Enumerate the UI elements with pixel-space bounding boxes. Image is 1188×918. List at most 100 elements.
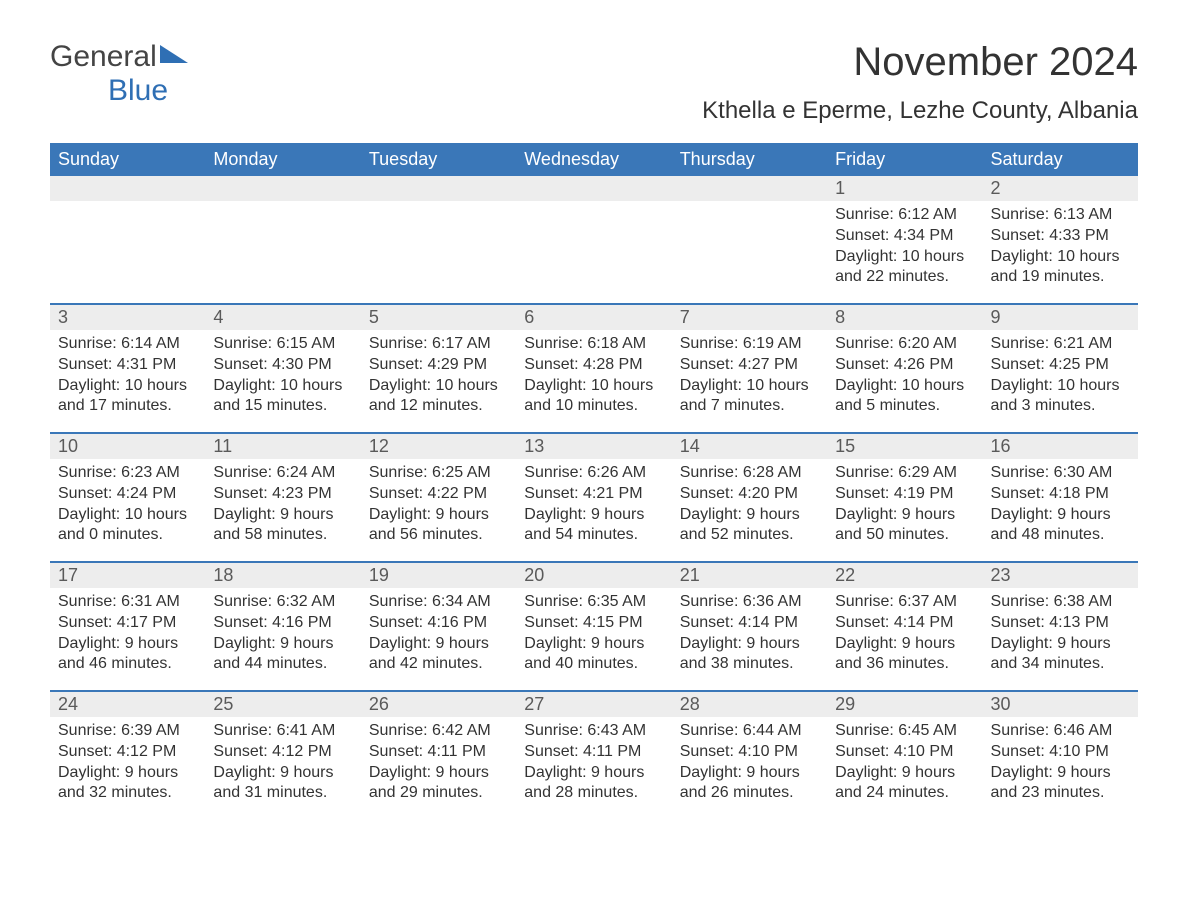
sunset-text: Sunset: 4:16 PM xyxy=(213,613,352,634)
day-details: Sunrise: 6:25 AMSunset: 4:22 PMDaylight:… xyxy=(361,459,516,556)
weekday-header: Tuesday xyxy=(361,143,516,176)
day-cell xyxy=(361,176,516,304)
day-details: Sunrise: 6:32 AMSunset: 4:16 PMDaylight:… xyxy=(205,588,360,685)
day-cell: 11Sunrise: 6:24 AMSunset: 4:23 PMDayligh… xyxy=(205,434,360,562)
day-cell: 17Sunrise: 6:31 AMSunset: 4:17 PMDayligh… xyxy=(50,563,205,691)
sunset-text: Sunset: 4:27 PM xyxy=(680,355,819,376)
daylight-text: Daylight: 9 hours and 29 minutes. xyxy=(369,763,508,805)
day-number: 3 xyxy=(50,305,205,330)
sunset-text: Sunset: 4:21 PM xyxy=(524,484,663,505)
day-number: 26 xyxy=(361,692,516,717)
day-number: 20 xyxy=(516,563,671,588)
day-cell: 27Sunrise: 6:43 AMSunset: 4:11 PMDayligh… xyxy=(516,692,671,820)
day-cell xyxy=(205,176,360,304)
day-number: 6 xyxy=(516,305,671,330)
sunrise-text: Sunrise: 6:20 AM xyxy=(835,334,974,355)
sunrise-text: Sunrise: 6:36 AM xyxy=(680,592,819,613)
day-number: 8 xyxy=(827,305,982,330)
day-cell: 12Sunrise: 6:25 AMSunset: 4:22 PMDayligh… xyxy=(361,434,516,562)
location-subtitle: Kthella e Eperme, Lezhe County, Albania xyxy=(702,97,1138,125)
sunrise-text: Sunrise: 6:44 AM xyxy=(680,721,819,742)
day-number xyxy=(205,176,360,201)
daylight-text: Daylight: 9 hours and 26 minutes. xyxy=(680,763,819,805)
daylight-text: Daylight: 9 hours and 46 minutes. xyxy=(58,634,197,676)
daylight-text: Daylight: 9 hours and 52 minutes. xyxy=(680,505,819,547)
sunset-text: Sunset: 4:31 PM xyxy=(58,355,197,376)
sunrise-text: Sunrise: 6:38 AM xyxy=(991,592,1130,613)
sunset-text: Sunset: 4:16 PM xyxy=(369,613,508,634)
daylight-text: Daylight: 10 hours and 22 minutes. xyxy=(835,247,974,289)
daylight-text: Daylight: 9 hours and 36 minutes. xyxy=(835,634,974,676)
week-row: 1Sunrise: 6:12 AMSunset: 4:34 PMDaylight… xyxy=(50,176,1138,304)
day-number xyxy=(516,176,671,201)
day-details: Sunrise: 6:19 AMSunset: 4:27 PMDaylight:… xyxy=(672,330,827,427)
sunrise-text: Sunrise: 6:45 AM xyxy=(835,721,974,742)
sunset-text: Sunset: 4:13 PM xyxy=(991,613,1130,634)
sunrise-text: Sunrise: 6:34 AM xyxy=(369,592,508,613)
day-number: 25 xyxy=(205,692,360,717)
sunrise-text: Sunrise: 6:42 AM xyxy=(369,721,508,742)
sunrise-text: Sunrise: 6:41 AM xyxy=(213,721,352,742)
sunrise-text: Sunrise: 6:17 AM xyxy=(369,334,508,355)
sunset-text: Sunset: 4:23 PM xyxy=(213,484,352,505)
day-cell: 8 Sunrise: 6:20 AMSunset: 4:26 PMDaylight… xyxy=(827,305,982,433)
day-number: 19 xyxy=(361,563,516,588)
day-details: Sunrise: 6:24 AMSunset: 4:23 PMDaylight:… xyxy=(205,459,360,556)
sunset-text: Sunset: 4:17 PM xyxy=(58,613,197,634)
day-cell: 28Sunrise: 6:44 AMSunset: 4:10 PMDayligh… xyxy=(672,692,827,820)
sunset-text: Sunset: 4:14 PM xyxy=(835,613,974,634)
day-number: 1 xyxy=(827,176,982,201)
title-block: November 2024 Kthella e Eperme, Lezhe Co… xyxy=(702,40,1138,135)
daylight-text: Daylight: 9 hours and 50 minutes. xyxy=(835,505,974,547)
day-number: 10 xyxy=(50,434,205,459)
day-details: Sunrise: 6:37 AMSunset: 4:14 PMDaylight:… xyxy=(827,588,982,685)
day-number: 16 xyxy=(983,434,1138,459)
sunrise-text: Sunrise: 6:25 AM xyxy=(369,463,508,484)
day-details: Sunrise: 6:15 AMSunset: 4:30 PMDaylight:… xyxy=(205,330,360,427)
day-number: 22 xyxy=(827,563,982,588)
sunset-text: Sunset: 4:12 PM xyxy=(58,742,197,763)
sunrise-text: Sunrise: 6:30 AM xyxy=(991,463,1130,484)
day-cell: 15 Sunrise: 6:29 AMSunset: 4:19 PMDayligh… xyxy=(827,434,982,562)
sunset-text: Sunset: 4:26 PM xyxy=(835,355,974,376)
brand-part1: General xyxy=(50,40,157,73)
daylight-text: Daylight: 10 hours and 3 minutes. xyxy=(991,376,1130,418)
day-cell: 3Sunrise: 6:14 AMSunset: 4:31 PMDaylight… xyxy=(50,305,205,433)
day-details: Sunrise: 6:46 AMSunset: 4:10 PMDaylight:… xyxy=(983,717,1138,814)
daylight-text: Daylight: 9 hours and 24 minutes. xyxy=(835,763,974,805)
day-cell: 6Sunrise: 6:18 AMSunset: 4:28 PMDaylight… xyxy=(516,305,671,433)
day-cell: 4Sunrise: 6:15 AMSunset: 4:30 PMDaylight… xyxy=(205,305,360,433)
sunset-text: Sunset: 4:12 PM xyxy=(213,742,352,763)
day-cell xyxy=(516,176,671,304)
daylight-text: Daylight: 9 hours and 58 minutes. xyxy=(213,505,352,547)
sunrise-text: Sunrise: 6:29 AM xyxy=(835,463,974,484)
day-cell: 14Sunrise: 6:28 AMSunset: 4:20 PMDayligh… xyxy=(672,434,827,562)
day-cell: 22Sunrise: 6:37 AMSunset: 4:14 PMDayligh… xyxy=(827,563,982,691)
sunset-text: Sunset: 4:11 PM xyxy=(369,742,508,763)
week-row: 10Sunrise: 6:23 AMSunset: 4:24 PMDayligh… xyxy=(50,434,1138,562)
sunset-text: Sunset: 4:18 PM xyxy=(991,484,1130,505)
day-number xyxy=(361,176,516,201)
day-details: Sunrise: 6:23 AMSunset: 4:24 PMDaylight:… xyxy=(50,459,205,556)
day-number: 24 xyxy=(50,692,205,717)
day-details: Sunrise: 6:30 AMSunset: 4:18 PMDaylight:… xyxy=(983,459,1138,556)
daylight-text: Daylight: 9 hours and 34 minutes. xyxy=(991,634,1130,676)
daylight-text: Daylight: 10 hours and 5 minutes. xyxy=(835,376,974,418)
day-cell: 2Sunrise: 6:13 AMSunset: 4:33 PMDaylight… xyxy=(983,176,1138,304)
daylight-text: Daylight: 10 hours and 12 minutes. xyxy=(369,376,508,418)
day-number: 29 xyxy=(827,692,982,717)
weekday-header: Monday xyxy=(205,143,360,176)
day-number: 23 xyxy=(983,563,1138,588)
sunset-text: Sunset: 4:19 PM xyxy=(835,484,974,505)
day-number: 15 xyxy=(827,434,982,459)
weekday-header: Saturday xyxy=(983,143,1138,176)
daylight-text: Daylight: 10 hours and 17 minutes. xyxy=(58,376,197,418)
day-number: 5 xyxy=(361,305,516,330)
day-details: Sunrise: 6:35 AMSunset: 4:15 PMDaylight:… xyxy=(516,588,671,685)
day-number xyxy=(672,176,827,201)
sunset-text: Sunset: 4:34 PM xyxy=(835,226,974,247)
sunrise-text: Sunrise: 6:13 AM xyxy=(991,205,1130,226)
sunset-text: Sunset: 4:29 PM xyxy=(369,355,508,376)
calendar-table: Sunday Monday Tuesday Wednesday Thursday… xyxy=(50,143,1138,820)
weekday-header: Wednesday xyxy=(516,143,671,176)
